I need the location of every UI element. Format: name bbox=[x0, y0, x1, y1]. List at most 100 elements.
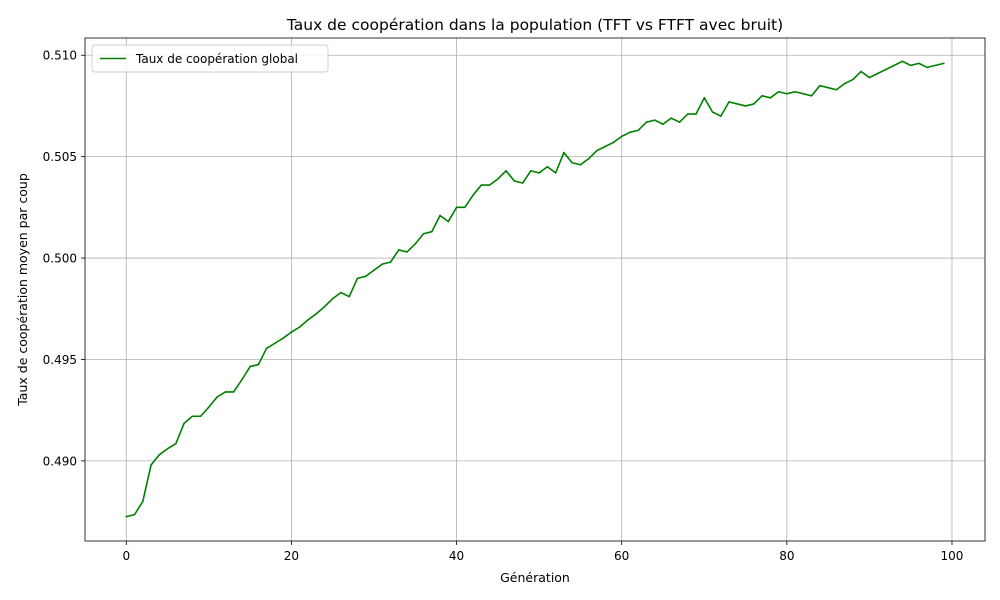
data-point bbox=[918, 62, 920, 65]
data-point bbox=[480, 184, 483, 186]
data-point bbox=[868, 76, 871, 79]
x-tick-label: 100 bbox=[941, 549, 964, 563]
x-tick-label: 80 bbox=[779, 549, 794, 563]
data-point bbox=[348, 295, 351, 298]
data-point bbox=[274, 342, 276, 345]
data-point bbox=[298, 326, 301, 328]
data-point bbox=[909, 64, 912, 67]
data-point bbox=[885, 68, 887, 71]
data-point bbox=[241, 378, 243, 381]
data-point bbox=[794, 90, 796, 93]
data-point bbox=[439, 214, 441, 217]
data-point bbox=[942, 62, 945, 65]
data-point bbox=[852, 78, 854, 81]
data-point bbox=[604, 145, 606, 148]
y-tick-label: 0.495 bbox=[43, 353, 77, 367]
data-point bbox=[678, 121, 681, 123]
data-point bbox=[546, 165, 549, 168]
data-point bbox=[430, 230, 433, 233]
data-point bbox=[876, 72, 879, 75]
data-point bbox=[819, 84, 821, 87]
data-point bbox=[802, 92, 805, 95]
data-point bbox=[224, 391, 227, 393]
y-axis-label: Taux de coopération moyen par coup bbox=[15, 173, 30, 407]
data-point bbox=[728, 101, 730, 103]
data-point bbox=[753, 103, 755, 105]
x-tick-label: 60 bbox=[614, 549, 629, 563]
data-point bbox=[464, 206, 466, 209]
data-point bbox=[133, 513, 136, 516]
data-point bbox=[472, 194, 474, 196]
data-point bbox=[142, 500, 144, 503]
data-point bbox=[645, 121, 648, 123]
data-point bbox=[901, 60, 904, 63]
data-point bbox=[249, 365, 251, 368]
data-point bbox=[158, 454, 161, 456]
data-point bbox=[703, 97, 706, 99]
data-point bbox=[719, 115, 722, 117]
data-point bbox=[340, 291, 342, 294]
data-point bbox=[893, 64, 895, 67]
series-line bbox=[125, 60, 945, 518]
data-point bbox=[711, 111, 714, 113]
x-axis: 0 20 40 60 80 100 bbox=[122, 541, 963, 563]
data-point bbox=[769, 97, 772, 99]
data-point bbox=[926, 66, 928, 69]
data-point bbox=[323, 305, 326, 308]
data-point bbox=[670, 117, 673, 119]
data-point bbox=[356, 277, 359, 280]
data-point bbox=[488, 184, 491, 186]
data-point bbox=[282, 337, 284, 339]
data-point bbox=[653, 119, 656, 121]
data-point bbox=[331, 297, 334, 300]
y-axis: 0.490 0.495 0.500 0.505 0.510 bbox=[43, 49, 85, 468]
data-point bbox=[381, 263, 384, 265]
data-point bbox=[637, 129, 640, 132]
data-point bbox=[827, 86, 829, 89]
data-point bbox=[447, 220, 450, 223]
data-point bbox=[199, 415, 202, 418]
data-point bbox=[166, 447, 169, 450]
data-point bbox=[414, 243, 417, 245]
data-point bbox=[125, 515, 128, 518]
y-tick-label: 0.490 bbox=[43, 454, 77, 468]
data-point bbox=[307, 319, 309, 321]
data-point bbox=[629, 131, 631, 134]
data-point bbox=[538, 172, 540, 174]
data-point bbox=[175, 442, 177, 445]
data-point bbox=[183, 422, 185, 425]
data-point bbox=[232, 391, 235, 393]
data-point bbox=[364, 275, 367, 278]
data-point bbox=[505, 170, 507, 172]
data-point bbox=[389, 261, 392, 263]
y-tick-label: 0.505 bbox=[43, 150, 77, 164]
legend-box bbox=[91, 44, 329, 73]
data-point bbox=[860, 70, 862, 73]
data-point bbox=[397, 249, 400, 251]
data-point bbox=[620, 135, 623, 138]
data-point bbox=[290, 331, 293, 333]
data-point bbox=[596, 149, 598, 152]
data-point bbox=[686, 113, 689, 115]
chart-title: Taux de coopération dans la population (… bbox=[286, 16, 783, 34]
data-point bbox=[744, 105, 747, 107]
data-point bbox=[530, 170, 532, 172]
x-tick-label: 40 bbox=[449, 549, 464, 563]
data-point bbox=[497, 178, 499, 180]
data-point bbox=[521, 182, 524, 184]
data-point bbox=[315, 313, 317, 315]
x-tick-label: 0 bbox=[122, 549, 130, 563]
data-point bbox=[373, 269, 375, 272]
x-axis-label: Génération bbox=[500, 570, 570, 585]
data-point bbox=[786, 92, 788, 95]
data-point bbox=[612, 141, 615, 144]
legend: Taux de coopération global bbox=[91, 44, 329, 73]
y-tick-label: 0.510 bbox=[43, 49, 77, 63]
data-point bbox=[587, 157, 590, 160]
data-point bbox=[571, 161, 573, 164]
data-point bbox=[695, 113, 697, 115]
data-point bbox=[579, 163, 582, 166]
data-point bbox=[216, 396, 218, 398]
data-point bbox=[736, 103, 739, 105]
